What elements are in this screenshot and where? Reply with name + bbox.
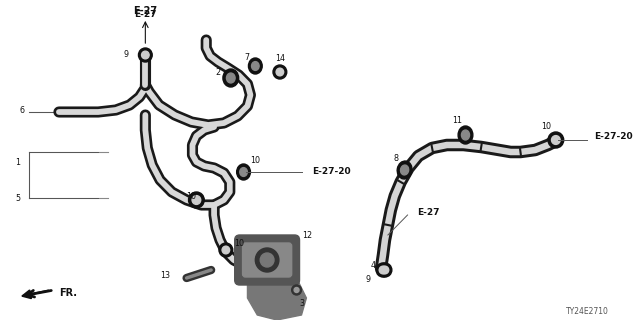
Ellipse shape (397, 161, 412, 179)
Ellipse shape (458, 126, 473, 144)
Text: 5: 5 (15, 194, 20, 203)
Text: TY24E2710: TY24E2710 (566, 308, 609, 316)
Circle shape (294, 287, 299, 292)
Circle shape (548, 132, 564, 148)
Circle shape (378, 263, 392, 277)
Text: 13: 13 (160, 270, 170, 279)
Text: 9: 9 (123, 50, 128, 59)
Circle shape (141, 51, 149, 59)
FancyBboxPatch shape (235, 235, 300, 285)
Text: E-27: E-27 (134, 10, 157, 19)
Text: 10: 10 (186, 191, 196, 201)
Circle shape (260, 253, 274, 267)
Text: 6: 6 (19, 106, 24, 115)
Circle shape (222, 246, 230, 254)
Circle shape (219, 243, 233, 257)
Text: 9: 9 (365, 276, 371, 284)
Circle shape (189, 192, 204, 208)
Ellipse shape (237, 164, 250, 180)
Text: 10: 10 (250, 156, 260, 164)
Circle shape (292, 285, 301, 295)
Text: 14: 14 (275, 53, 285, 62)
Ellipse shape (227, 73, 235, 83)
Polygon shape (248, 278, 307, 320)
Text: E-27-20: E-27-20 (594, 132, 633, 140)
Text: 1: 1 (15, 157, 20, 166)
Ellipse shape (240, 168, 247, 176)
Text: 2: 2 (216, 68, 221, 76)
Circle shape (380, 266, 387, 274)
Text: 8: 8 (393, 154, 398, 163)
Text: FR.: FR. (59, 288, 77, 298)
Ellipse shape (223, 69, 239, 87)
Circle shape (138, 48, 152, 62)
Text: E-27: E-27 (417, 207, 440, 217)
Ellipse shape (252, 62, 259, 70)
FancyBboxPatch shape (243, 243, 292, 277)
Circle shape (552, 136, 560, 144)
Text: E-27-20: E-27-20 (312, 166, 351, 175)
Ellipse shape (461, 130, 470, 140)
Text: E-27: E-27 (133, 6, 157, 16)
Text: 10: 10 (541, 122, 551, 131)
Circle shape (273, 65, 287, 79)
Circle shape (381, 266, 388, 274)
Circle shape (192, 196, 201, 204)
Ellipse shape (401, 165, 409, 175)
Circle shape (255, 248, 279, 272)
Ellipse shape (248, 58, 262, 74)
Text: 12: 12 (303, 230, 312, 239)
Text: 10: 10 (234, 238, 244, 247)
Text: 11: 11 (452, 116, 463, 124)
Text: 7: 7 (244, 52, 249, 61)
Text: 3: 3 (300, 299, 305, 308)
Text: 4: 4 (371, 260, 376, 269)
Circle shape (376, 263, 390, 277)
Circle shape (276, 68, 284, 76)
